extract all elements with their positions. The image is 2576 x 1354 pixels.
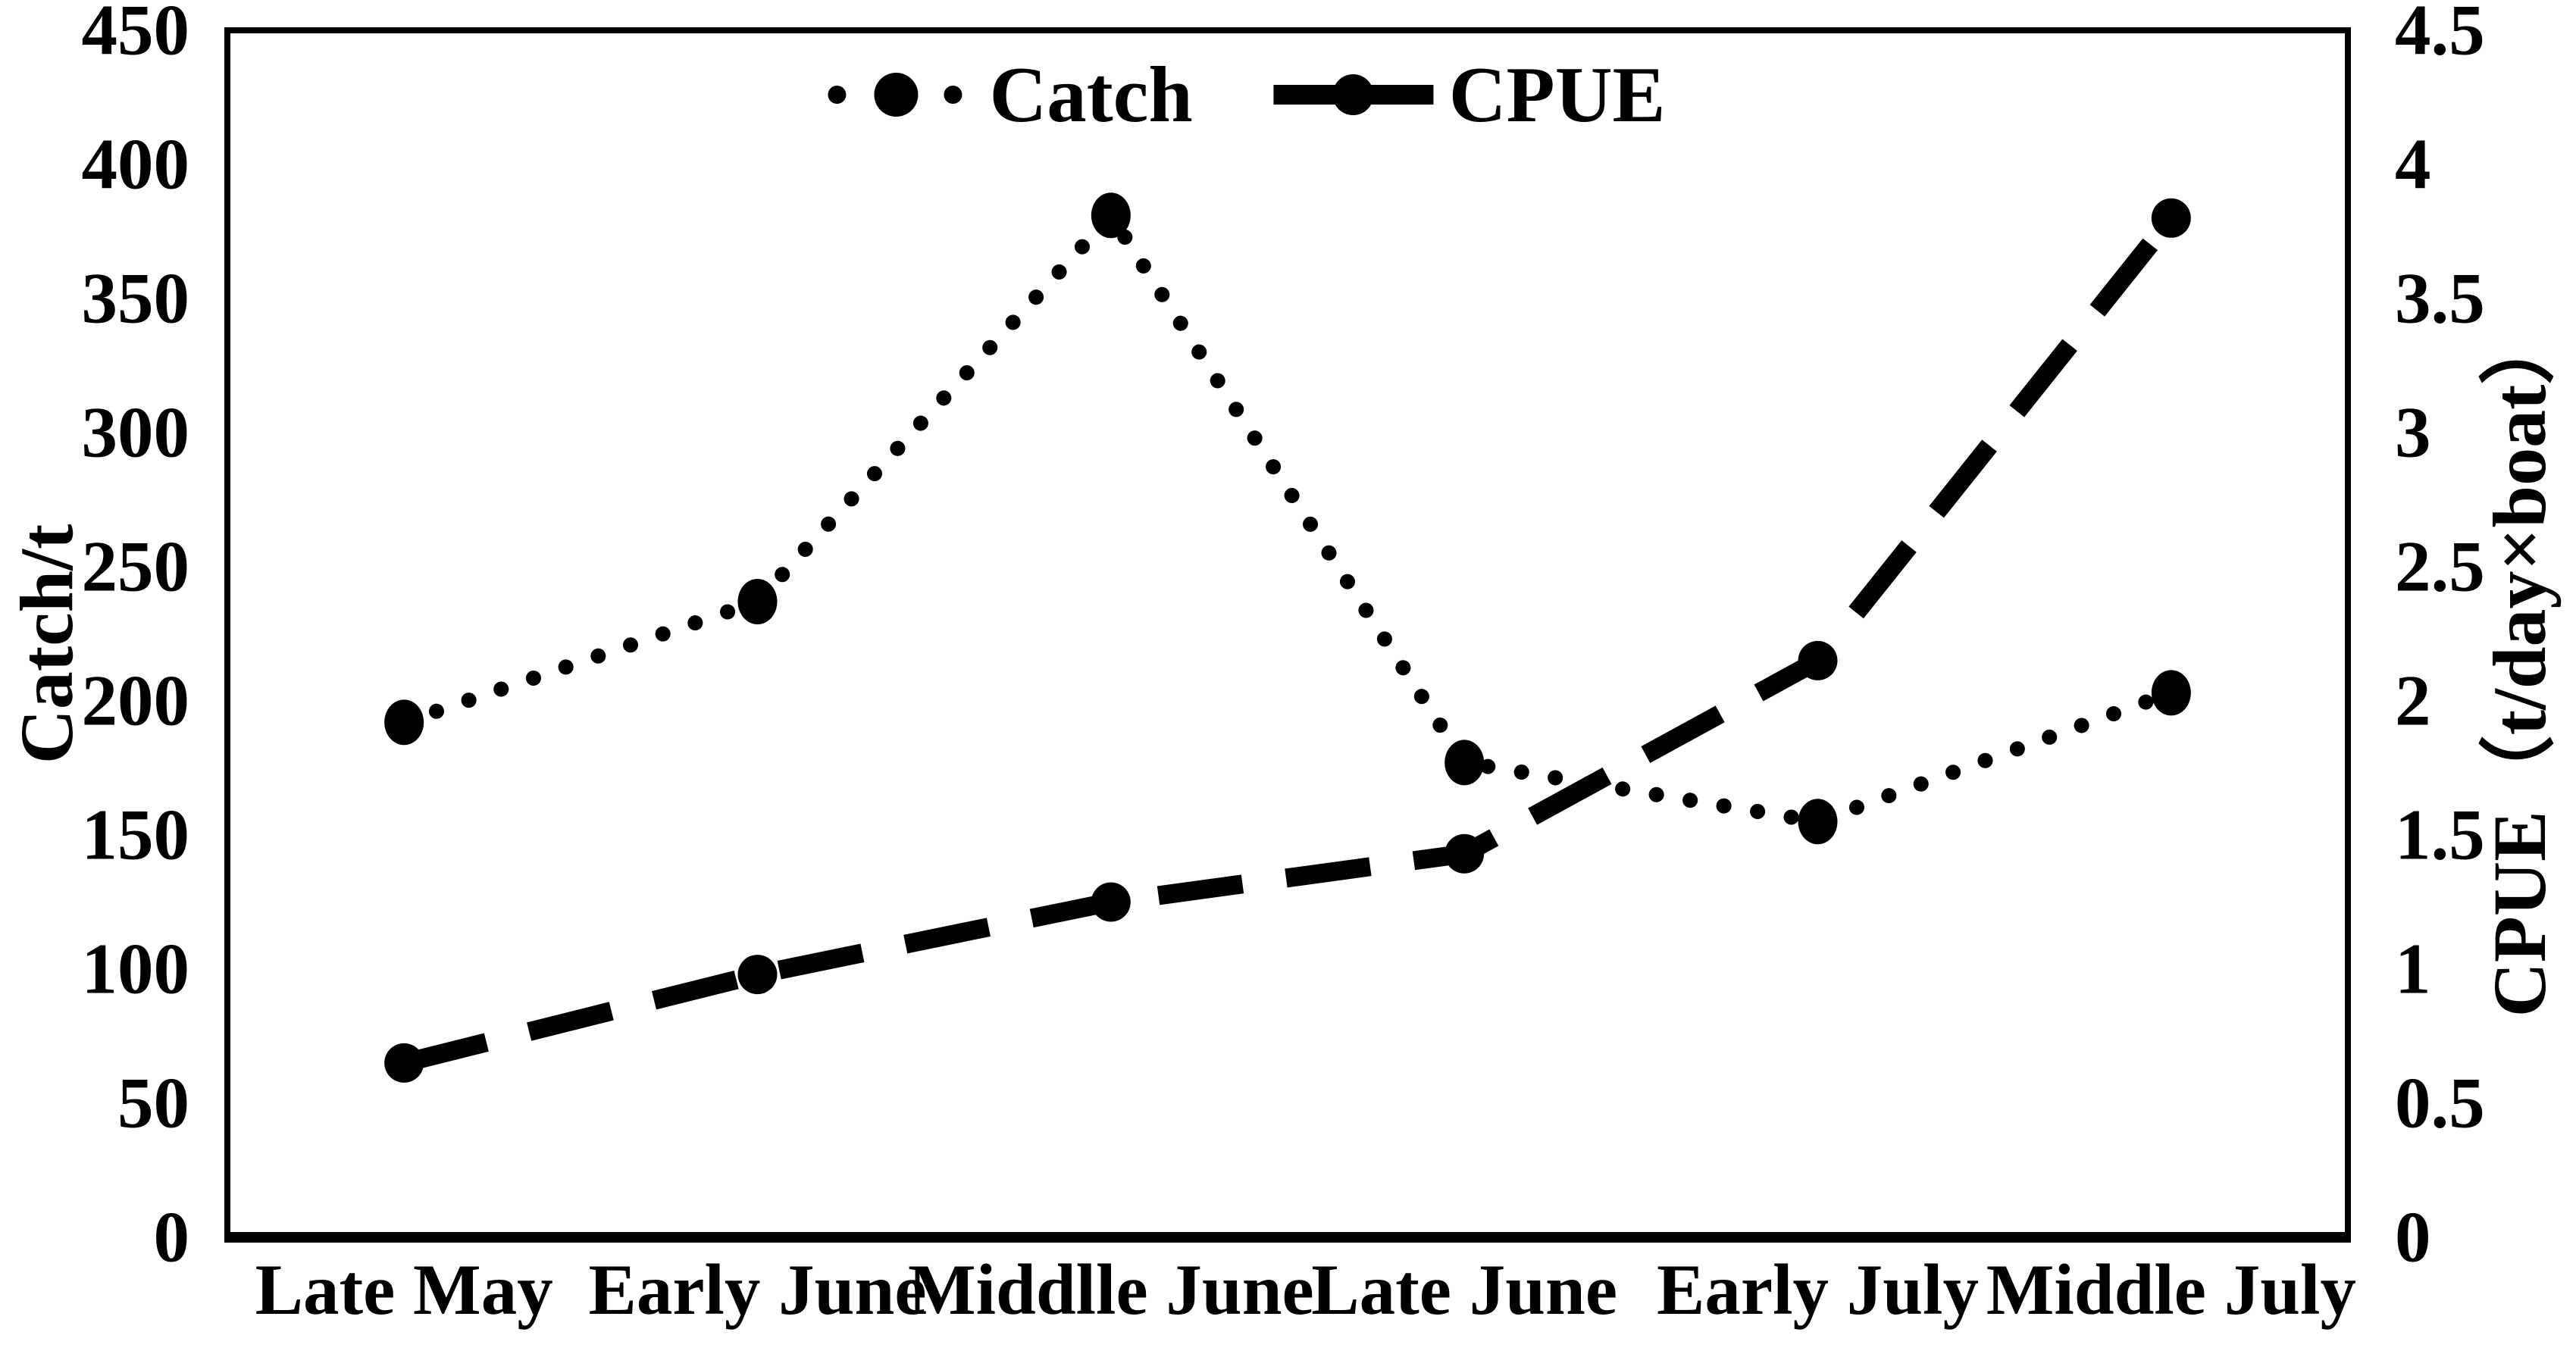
right-axis-tick-label: 3 — [2395, 392, 2431, 473]
right-axis-tick-label: 0.5 — [2395, 1062, 2485, 1143]
cpue-dashed-line-sample-icon — [1273, 73, 1434, 115]
x-axis-category-label: Early June — [588, 1249, 927, 1330]
cpue-series-line — [402, 212, 2179, 1073]
x-axis-category-label: Late June — [1311, 1249, 1618, 1330]
right-axis-tick-label: 1.5 — [2395, 794, 2485, 875]
cpue-series-marker — [1798, 640, 1838, 680]
right-axis-tick-label: 2.5 — [2395, 526, 2485, 607]
legend-item-catch: Catch — [820, 50, 1193, 139]
catch-series-line — [396, 208, 2179, 830]
right-axis-tick-label: 4.5 — [2395, 0, 2485, 70]
right-axis-title: CPUE（t/day×boat） — [2477, 308, 2562, 1018]
left-axis-tick-label: 50 — [117, 1062, 189, 1143]
left-axis-tick-label: 100 — [81, 928, 190, 1009]
left-axis-tick-label: 350 — [81, 258, 190, 339]
right-axis-tick-label: 1 — [2395, 928, 2431, 1009]
right-axis-tick-label: 2 — [2395, 660, 2431, 741]
chart-legend: Catch CPUE — [820, 50, 1666, 139]
catch-series-marker — [2151, 670, 2191, 716]
left-axis-tick-label: 450 — [81, 0, 190, 70]
cpue-series-marker — [384, 1043, 424, 1083]
x-axis-category-label: Late May — [255, 1249, 553, 1330]
cpue-series-marker — [2151, 198, 2191, 238]
catch-series-marker — [1798, 799, 1838, 845]
right-axis-tick-label: 0 — [2395, 1196, 2431, 1277]
catch-series-marker — [1091, 192, 1131, 239]
left-axis-tick-label: 300 — [81, 392, 190, 473]
legend-item-cpue: CPUE — [1272, 55, 1666, 134]
left-axis-tick-label: 250 — [81, 526, 190, 607]
x-axis-category-label: Early July — [1657, 1249, 1979, 1330]
catch-series-marker — [1445, 740, 1485, 786]
left-axis-tick-label: 400 — [81, 124, 190, 205]
cpue-series-marker — [1445, 833, 1485, 874]
catch-series-marker — [737, 579, 778, 625]
catch-dotted-line-sample-icon — [828, 72, 962, 117]
x-axis-category-label: Middlle June — [907, 1249, 1314, 1330]
left-axis-tick-label: 200 — [81, 660, 190, 741]
cpue-series-marker — [737, 955, 778, 995]
cpue-series-marker — [1091, 882, 1131, 922]
plot-frame — [224, 27, 2351, 1240]
catch-series-marker — [384, 699, 424, 746]
left-axis-tick-label: 150 — [81, 794, 190, 875]
x-axis-category-label: Middle July — [1986, 1249, 2356, 1330]
right-axis-tick-label: 4 — [2395, 124, 2431, 205]
legend-label-catch: Catch — [989, 50, 1193, 139]
left-axis-title: Catch/t — [5, 524, 89, 765]
left-axis-tick-label: 0 — [153, 1196, 190, 1277]
right-axis-tick-label: 3.5 — [2395, 258, 2485, 339]
legend-label-cpue: CPUE — [1448, 50, 1666, 139]
